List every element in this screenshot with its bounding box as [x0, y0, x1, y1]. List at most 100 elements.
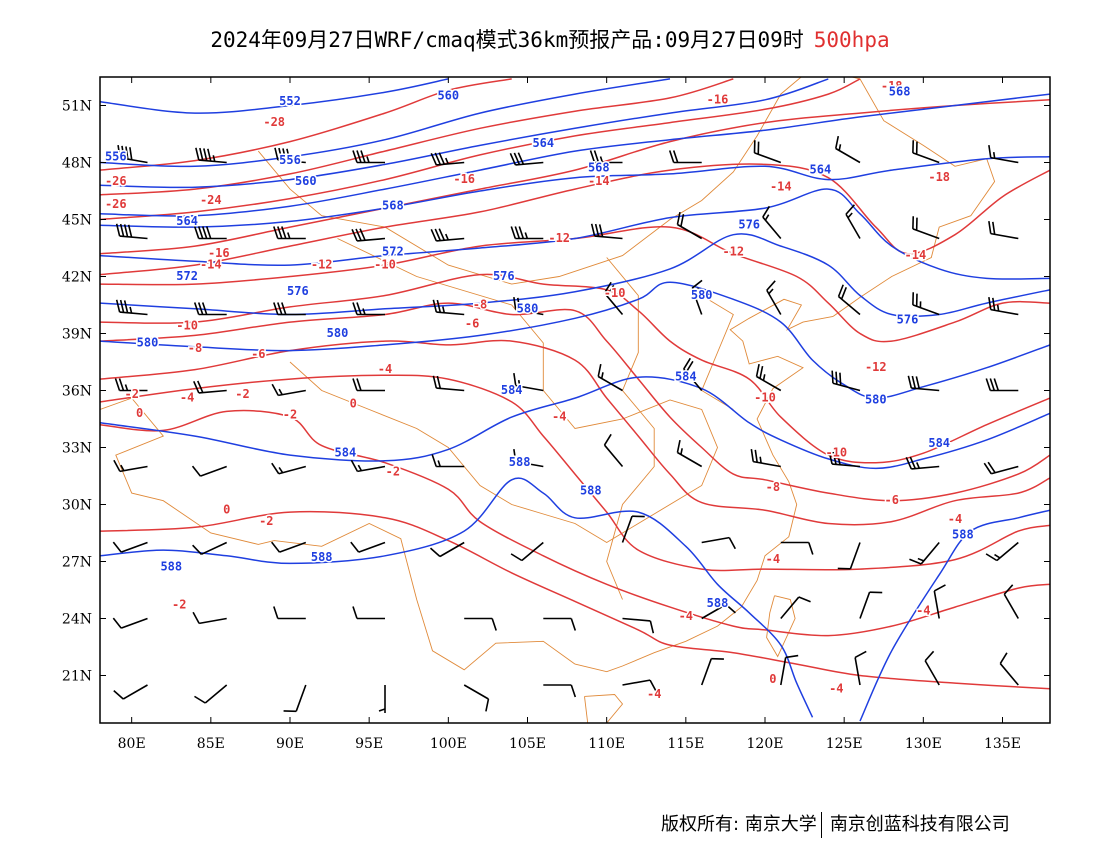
temperature-contour-label: -4 [948, 512, 962, 526]
wind-barb [350, 459, 386, 473]
wind-barb [432, 299, 465, 316]
lon-tick-label: 130E [905, 736, 942, 752]
height-contour [100, 93, 1050, 217]
height-contour-label: 580 [865, 393, 887, 407]
wind-barb [431, 454, 465, 468]
lon-tick-label: 105E [509, 736, 546, 752]
wind-barb [114, 378, 148, 392]
temperature-contour [100, 374, 1050, 572]
temperature-contour-label: -26 [105, 174, 127, 188]
height-contour-label: 564 [532, 136, 554, 150]
height-contour-label: 584 [335, 446, 357, 460]
plot-frame [99, 76, 1051, 724]
wind-barb [192, 611, 227, 625]
height-contour [100, 188, 1050, 280]
temperature-contour-label: -6 [465, 317, 479, 331]
wind-barb [985, 541, 1019, 562]
copyright-org-company: 南京创蓝科技有限公司 [829, 814, 1010, 835]
wind-barb [432, 375, 465, 392]
temperature-contour-label: -16 [707, 92, 729, 106]
height-contour-label: 564 [176, 214, 198, 228]
wind-barb [831, 370, 861, 392]
boundary-line [257, 77, 802, 285]
wind-barb [750, 449, 781, 468]
wind-barb [193, 380, 227, 394]
wind-barb [780, 654, 799, 686]
height-contour-label: 576 [897, 313, 919, 327]
wind-barb [701, 536, 737, 550]
wind-barb [988, 221, 1019, 240]
wind-barb [985, 378, 1019, 392]
wind-barb [430, 228, 465, 242]
temperature-contour [100, 273, 1050, 464]
wind-barb [766, 280, 782, 315]
wind-barb [464, 617, 497, 631]
temperature-contour-label: 0 [769, 672, 776, 686]
temperature-contour [100, 99, 1050, 255]
height-contour [100, 281, 1050, 399]
wind-barb [834, 135, 861, 164]
wind-barb [352, 150, 385, 164]
wind-barb [676, 211, 703, 240]
height-contour [100, 477, 814, 718]
wind-barb [700, 657, 724, 686]
wind-barb [271, 462, 307, 475]
wind-barb [350, 541, 386, 553]
title-level: 500hpa [813, 28, 890, 52]
wind-barb [988, 145, 1019, 164]
wind-barb [859, 591, 883, 619]
wind-barb [1003, 584, 1019, 619]
wind-barb [115, 223, 148, 240]
wind-barb [513, 449, 544, 468]
wind-barb [912, 140, 940, 164]
copyright-org-nju: 南京大学 [744, 814, 817, 835]
wind-barb [194, 684, 228, 704]
lat-tick-label: 48N [62, 156, 92, 172]
wind-barb [510, 226, 544, 240]
temperature-contour-label: -10 [825, 446, 847, 460]
wind-barb [676, 439, 703, 468]
temperature-contour-label: -16 [208, 246, 230, 260]
temperature-contour-label: -8 [766, 480, 780, 494]
height-contour-label: 584 [675, 370, 697, 384]
temperature-contour [100, 510, 1050, 690]
wind-barb [352, 302, 385, 316]
height-contour-label: 560 [437, 89, 459, 103]
wind-barb [193, 226, 227, 240]
temperature-contour-label: -4 [180, 391, 194, 405]
wind-barb [691, 279, 703, 315]
height-contour [100, 376, 1050, 470]
boundary-line [100, 397, 576, 671]
lat-tick-label: 30N [62, 498, 92, 514]
wind-barb [115, 299, 148, 316]
temperature-contour-label: -14 [770, 180, 792, 194]
wind-barb [429, 541, 465, 558]
wind-barb [112, 541, 148, 553]
wind-barb [762, 205, 782, 240]
height-contours [100, 78, 1050, 722]
boundary-line [289, 238, 718, 544]
lon-tick-label: 135E [984, 736, 1021, 752]
temperature-contour-label: 0 [350, 396, 357, 410]
temperature-contour-label: 0 [136, 406, 143, 420]
wind-barb [603, 281, 624, 316]
temperature-contour-label: -12 [722, 244, 744, 258]
lon-tick-label: 90E [276, 736, 304, 752]
lat-tick-label: 51N [62, 99, 92, 115]
axis-ticks: 80E 85E 90E 95E 100E 105E 110E 115E 120E 125E 130E… [62, 77, 1050, 752]
boundary-line [574, 298, 834, 673]
temperature-contour-label: -2 [124, 387, 138, 401]
copyright-prefix: 版权所有: [661, 814, 740, 835]
wind-barb [271, 383, 306, 397]
wind-barb [463, 684, 490, 712]
height-contour-label: 568 [889, 85, 911, 99]
wind-barb [828, 451, 861, 468]
temperature-contour-label: -6 [251, 347, 265, 361]
lat-tick-label: 24N [62, 612, 92, 628]
lon-tick-label: 100E [430, 736, 467, 752]
height-contour-label: 576 [287, 284, 309, 298]
wind-barb [837, 284, 861, 316]
height-contour-label: 568 [382, 199, 404, 213]
temperature-contour-label: -10 [604, 286, 626, 300]
wind-barb [753, 140, 782, 164]
